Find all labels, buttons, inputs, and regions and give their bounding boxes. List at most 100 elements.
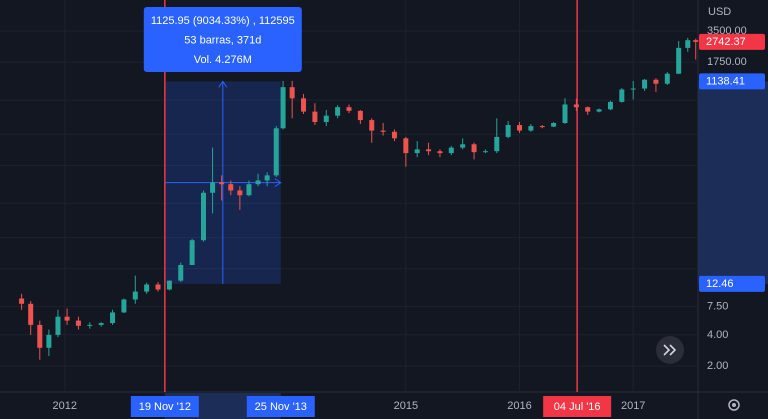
candle-body — [585, 107, 591, 112]
candle-body — [210, 182, 216, 193]
date-tag-label: 25 Nov '13 — [255, 401, 307, 413]
candle-body — [505, 125, 511, 137]
candle-body — [551, 122, 557, 127]
candle-body — [37, 324, 43, 348]
candle-body — [482, 151, 488, 153]
candle-body — [55, 316, 61, 335]
candle-body — [562, 104, 568, 123]
candle-body — [693, 40, 699, 42]
candle-body — [471, 144, 477, 153]
candle-body — [391, 131, 397, 139]
y-tick-label: 3500.00 — [707, 25, 747, 37]
candle-body — [75, 320, 81, 326]
x-tick-label: 2012 — [53, 400, 77, 412]
candle-body — [264, 175, 270, 181]
y-tick-label: 2.00 — [707, 360, 728, 372]
tooltip-line: 53 barras, 371d — [184, 34, 261, 46]
candle-body — [437, 151, 443, 154]
y-tick-label: 1750.00 — [707, 56, 747, 68]
x-tick-label: 2017 — [621, 400, 645, 412]
axes: 3500.001750.00750.00350.00175.0075.0035.… — [53, 25, 768, 419]
candle-body — [460, 144, 466, 148]
candle-body — [369, 120, 375, 131]
candle-body — [64, 316, 70, 321]
candle-body — [517, 125, 523, 131]
measure-layer: 1125.95 (9034.33%) , 112595 53 barras, 37… — [143, 0, 578, 392]
candle-body — [653, 79, 659, 84]
candle-body — [166, 280, 172, 290]
candle-body — [255, 180, 261, 185]
candle-body — [642, 79, 648, 89]
candle-body — [573, 104, 579, 108]
candle-body — [98, 323, 104, 325]
candle-body — [289, 87, 295, 99]
candle-body — [414, 149, 420, 154]
candle-body — [380, 130, 386, 132]
scroll-button[interactable] — [656, 336, 684, 364]
candle-body — [312, 111, 318, 123]
price-tag-label: 12.46 — [706, 278, 734, 290]
date-tag-label: 19 Nov '12 — [139, 401, 191, 413]
candle-body — [19, 298, 25, 304]
candle-body — [685, 40, 691, 48]
axis-range — [698, 81, 768, 284]
x-tick-label: 2015 — [394, 400, 418, 412]
price-tag-label: 2742.37 — [706, 36, 746, 48]
tooltip — [143, 7, 302, 72]
candle-body — [28, 303, 34, 325]
candle-body — [596, 109, 602, 112]
candle-body — [323, 115, 329, 123]
candle-body — [273, 128, 279, 176]
candle-body — [155, 284, 161, 290]
candle-body — [132, 291, 138, 300]
candle-body — [335, 107, 341, 116]
candle-body — [237, 190, 243, 196]
y-tick-label: 4.00 — [707, 329, 728, 341]
currency-label: USD — [708, 6, 731, 18]
candle-body — [630, 88, 636, 90]
price-tag — [699, 73, 765, 90]
candle-body — [619, 89, 625, 102]
candles — [19, 37, 699, 360]
candle-body — [607, 101, 613, 110]
candle-body — [403, 138, 409, 154]
candle-body — [664, 73, 670, 84]
tooltip-line: 1125.95 (9034.33%) , 112595 — [151, 15, 295, 27]
candle-body — [676, 47, 682, 74]
candle-body — [228, 184, 234, 191]
candle-body — [448, 147, 454, 154]
candle-body — [178, 264, 184, 281]
date-tag — [246, 396, 315, 417]
candle-body — [46, 334, 52, 348]
candle-body — [87, 324, 93, 326]
candle-body — [189, 240, 195, 265]
candle-body — [246, 184, 252, 196]
price-tag — [699, 275, 765, 292]
candle-body — [301, 98, 307, 112]
settings-button[interactable] — [728, 399, 740, 411]
y-tick-label: 7.50 — [707, 301, 728, 313]
candle-body — [346, 107, 352, 111]
candle-body — [528, 126, 534, 131]
candle-body — [539, 126, 545, 128]
candle-body — [219, 182, 225, 185]
tooltip-line: Vol. 4.276M — [194, 54, 252, 66]
candle-body — [144, 284, 150, 292]
date-tag-label: 04 Jul '16 — [554, 401, 601, 413]
date-tag — [130, 396, 199, 417]
grid — [0, 0, 698, 392]
candle-body — [357, 110, 363, 121]
candle-body — [121, 299, 127, 313]
candle-body — [494, 136, 500, 152]
candle-body — [200, 192, 206, 241]
date-tag — [543, 396, 612, 417]
x-tick-label: 2016 — [507, 400, 531, 412]
candle-body — [110, 312, 116, 324]
price-tag — [699, 33, 765, 50]
price-tag-label: 1138.41 — [706, 75, 745, 87]
candle-body — [280, 87, 286, 129]
candle-body — [426, 149, 432, 152]
